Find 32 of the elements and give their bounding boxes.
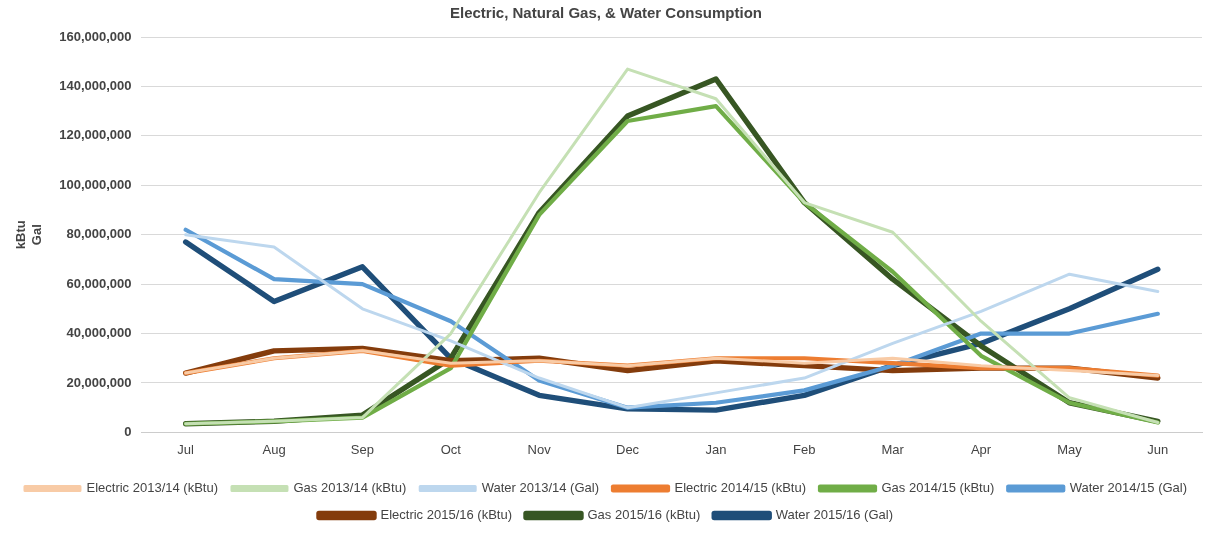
legend-label: Water 2015/16 (Gal) [775,507,894,523]
legend-label: Gas 2013/14 (kBtu) [293,480,407,496]
x-tick-label: Mar [881,441,905,457]
x-tick-label: Aug [262,441,286,457]
y-tick-label: 80,000,000 [66,226,132,242]
x-tick-label: Apr [970,441,992,457]
y-axis-title: kBtu Gal [13,220,44,250]
x-tick-label: Sep [350,441,374,457]
chart-title: Electric, Natural Gas, & Water Consumption [449,4,763,22]
y-tick-label: 100,000,000 [59,176,132,192]
x-tick-label: Oct [440,441,462,457]
x-tick-label: Jul [177,441,195,457]
legend-label: Electric 2014/15 (kBtu) [674,480,807,496]
y-tick-label: 0 [124,423,132,439]
y-tick-label: 40,000,000 [66,325,132,341]
legend-label: Electric 2013/14 (kBtu) [86,480,218,496]
legend-label: Water 2014/15 (Gal) [1069,480,1188,496]
legend-label: Gas 2014/15 (kBtu) [881,480,995,496]
legend-label: Electric 2015/16 (kBtu) [380,507,512,523]
legend-label: Water 2013/14 (Gal) [481,480,599,496]
x-tick-label: Feb [793,441,816,457]
x-tick-label: Dec [616,441,640,457]
x-tick-label: Nov [527,441,552,457]
x-tick-label: Jun [1147,441,1169,457]
x-tick-label: May [1057,441,1083,457]
y-tick-label: 120,000,000 [59,127,132,143]
y-tick-label: 160,000,000 [59,28,132,44]
y-tick-label: 60,000,000 [66,275,132,291]
y-tick-label: 140,000,000 [59,78,132,93]
x-tick-label: Jan [705,441,727,457]
y-tick-label: 20,000,000 [66,374,132,390]
legend-label: Gas 2015/16 (kBtu) [587,507,701,523]
